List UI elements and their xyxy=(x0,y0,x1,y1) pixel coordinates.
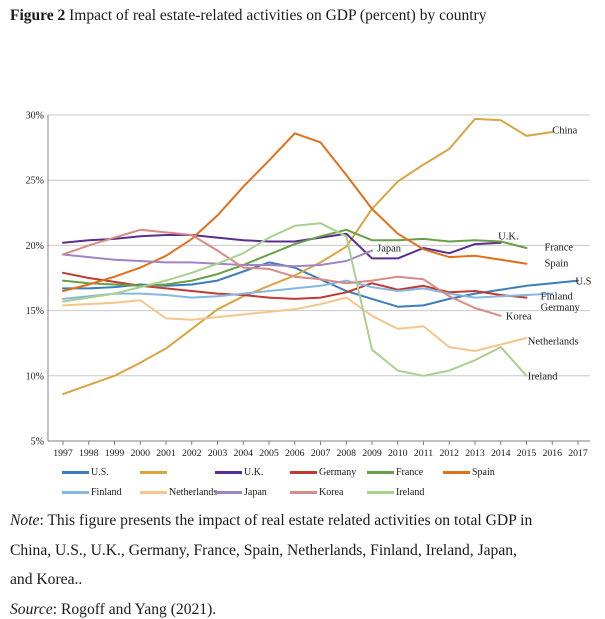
annotation-germany: Germany xyxy=(541,302,581,313)
x-tick-label: 2002 xyxy=(182,448,202,459)
note-line-2: China, U.S., U.K., Germany, France, Spai… xyxy=(10,541,517,559)
x-tick-label: 2005 xyxy=(259,448,279,459)
legend-item-finland: Finland xyxy=(62,486,122,499)
figure-title-text: Impact of real estate-related activities… xyxy=(65,7,487,24)
legend-label: Ireland xyxy=(396,487,425,498)
x-tick-label: 2009 xyxy=(362,448,382,459)
x-tick-label: 2012 xyxy=(439,448,459,459)
legend-label: Japan xyxy=(244,487,267,498)
series-line-china xyxy=(62,117,554,396)
legend-swatch xyxy=(140,471,167,474)
x-tick-label: 2001 xyxy=(156,448,176,459)
legend-label: U.K. xyxy=(244,467,264,478)
annotation-uk: U.K. xyxy=(498,232,518,243)
x-tick-label: 2006 xyxy=(285,448,305,459)
legend-swatch xyxy=(215,491,242,494)
y-tick-label: 30% xyxy=(26,111,44,122)
annotation-france: France xyxy=(545,243,574,254)
legend-swatch xyxy=(367,491,394,494)
legend-item-us: U.S. xyxy=(62,466,109,479)
x-tick-label: 1998 xyxy=(79,448,99,459)
legend-item-china xyxy=(140,466,169,479)
legend-item-france: France xyxy=(367,466,423,479)
legend-item-korea: Korea xyxy=(290,486,343,499)
annotation-us: U.S xyxy=(575,276,591,287)
y-tick-label: 10% xyxy=(26,371,44,382)
legend-label: U.S. xyxy=(91,467,109,478)
y-tick-label: 25% xyxy=(26,176,44,187)
y-tick-label: 5% xyxy=(31,437,44,448)
legend-swatch xyxy=(62,471,89,474)
x-tick-label: 2015 xyxy=(517,448,537,459)
series-line-spain xyxy=(62,132,528,292)
annotation-spain: Spain xyxy=(545,259,570,270)
legend-item-spain: Spain xyxy=(443,466,495,479)
note-line-3: and Korea.. xyxy=(10,571,83,588)
series-line-ireland xyxy=(62,222,528,377)
legend-label: Finland xyxy=(91,487,122,498)
x-tick-label: 2011 xyxy=(414,448,433,459)
series-line-uk xyxy=(62,232,502,260)
legend-label: Spain xyxy=(472,467,495,478)
legend-swatch xyxy=(140,491,167,494)
x-tick-label: 2003 xyxy=(208,448,228,459)
legend-label: Germany xyxy=(319,467,357,478)
annotation-ireland: Ireland xyxy=(528,371,558,382)
legend-item-japan: Japan xyxy=(215,486,267,499)
legend-item-ireland: Ireland xyxy=(367,486,424,499)
legend-item-uk: U.K. xyxy=(215,466,263,479)
annotation-korea: Korea xyxy=(506,311,532,322)
x-tick-label: 1997 xyxy=(53,448,73,459)
series-line-finland xyxy=(62,279,554,300)
annotation-china: China xyxy=(552,125,577,136)
legend-label: Netherlands xyxy=(169,487,218,498)
series-line-korea xyxy=(62,228,502,317)
annotation-finland: Finland xyxy=(541,291,574,302)
annotation-netherlands: Netherlands xyxy=(528,336,579,347)
legend-swatch xyxy=(290,491,317,494)
legend-item-germany: Germany xyxy=(290,466,356,479)
x-tick-label: 2010 xyxy=(388,448,408,459)
source-text: : Rogoff and Yang (2021). xyxy=(52,600,217,618)
figure-caption: Figure 2 Impact of real estate-related a… xyxy=(10,7,486,25)
legend-item-netherlands: Netherlands xyxy=(140,486,217,499)
x-tick-label: 2008 xyxy=(336,448,356,459)
annotation-japan: Japan xyxy=(377,244,402,255)
legend-swatch xyxy=(215,471,242,474)
legend-swatch xyxy=(290,471,317,474)
legend-swatch xyxy=(443,471,470,474)
legend-swatch xyxy=(62,491,89,494)
figure-number: Figure 2 xyxy=(10,7,66,24)
x-tick-label: 1999 xyxy=(105,448,125,459)
y-tick-label: 15% xyxy=(26,306,44,317)
x-tick-label: 2017 xyxy=(568,448,588,459)
note-line-1: Note: This figure presents the impact of… xyxy=(10,506,598,536)
x-tick-label: 2007 xyxy=(311,448,331,459)
series-line-netherlands xyxy=(62,296,528,352)
source-prefix: Source xyxy=(10,600,53,618)
x-tick-label: 2016 xyxy=(542,448,562,459)
source-line: Source: Rogoff and Yang (2021). xyxy=(10,595,598,619)
series-line-france xyxy=(62,228,528,287)
figure-notes: Note: This figure presents the impact of… xyxy=(10,506,598,619)
legend-label: France xyxy=(396,467,424,478)
x-tick-label: 2013 xyxy=(465,448,485,459)
x-tick-label: 2000 xyxy=(130,448,150,459)
y-tick-label: 20% xyxy=(26,241,44,252)
note-prefix: Note xyxy=(10,512,40,529)
note-text-1: : This figure presents the impact of rea… xyxy=(39,512,533,529)
legend-swatch xyxy=(367,471,394,474)
legend-label: Korea xyxy=(319,487,344,498)
x-tick-label: 2014 xyxy=(491,448,511,459)
x-tick-label: 2004 xyxy=(233,448,253,459)
